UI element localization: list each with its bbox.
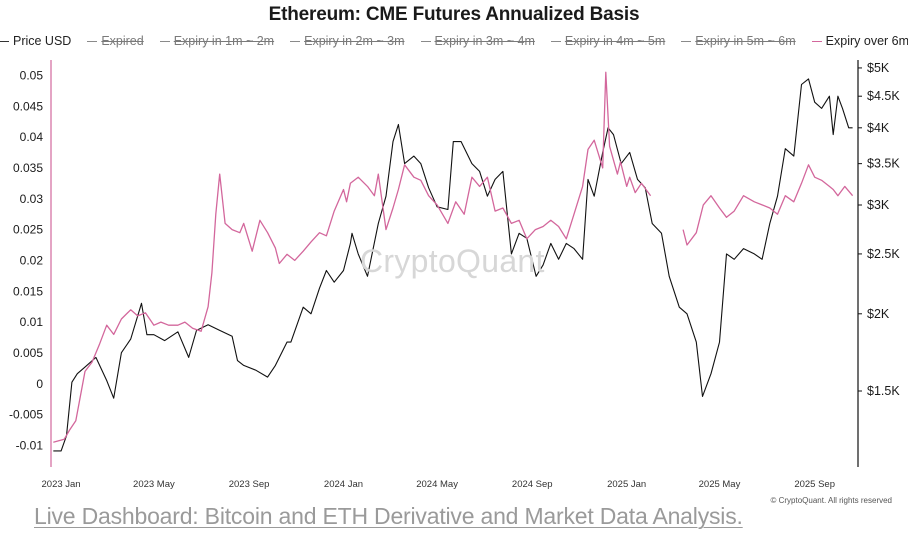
legend-item[interactable]: Expiry in 2m ~ 3m [290, 33, 405, 49]
legend-label: Price USD [12, 34, 72, 48]
legend-swatch [0, 40, 9, 42]
legend-swatch [420, 40, 431, 42]
legend-item[interactable]: Expiry in 1m ~ 2m [159, 33, 275, 49]
left-tick-label: 0.045 [13, 99, 43, 113]
legend-item[interactable]: Expired [87, 33, 144, 49]
left-tick-label: -0.005 [9, 408, 43, 422]
legend-swatch [159, 40, 170, 42]
right-tick-label: $3.5K [867, 157, 900, 171]
right-tick-label: $2K [867, 307, 890, 321]
left-tick-label: 0 [36, 377, 43, 391]
chart-legend: Price USD Expired Expiry in 1m ~ 2m Expiry … [0, 33, 908, 49]
left-tick-label: 0.025 [13, 223, 43, 237]
x-tick-label: 2023 Sep [229, 479, 270, 490]
legend-label: Expiry in 4m ~ 5m [564, 34, 666, 48]
x-tick-label: 2025 May [699, 479, 741, 490]
right-tick-label: $4K [867, 121, 890, 135]
left-tick-label: 0.04 [20, 130, 44, 144]
right-tick-label: $3K [867, 198, 890, 212]
left-tick-label: 0.05 [20, 68, 44, 82]
legend-swatch [681, 40, 692, 42]
legend-label: Expiry over 6m [825, 34, 908, 48]
expiry-over-6m-line [682, 164, 854, 246]
legend-item[interactable]: Expiry in 5m ~ 6m [681, 33, 796, 49]
legend-label: Expired [101, 34, 144, 48]
left-tick-label: 0.01 [20, 315, 44, 329]
chart-title: Ethereum: CME Futures Annualized Basis [268, 4, 640, 25]
legend-swatch [290, 40, 301, 42]
legend-label: Expiry in 3m ~ 4m [434, 34, 535, 48]
x-tick-label: 2025 Jan [607, 479, 646, 490]
x-tick-label: 2023 May [133, 479, 175, 490]
legend-swatch [550, 40, 561, 42]
legend-item[interactable]: Expiry over 6m [811, 33, 908, 49]
x-tick-label: 2025 Sep [794, 479, 835, 490]
live-dashboard-link[interactable]: Live Dashboard: Bitcoin and ETH Derivati… [34, 503, 743, 529]
x-tick-label: 2023 Jan [42, 479, 81, 490]
legend-item[interactable]: Expiry in 4m ~ 5m [550, 33, 666, 49]
x-tick-label: 2024 Sep [512, 479, 553, 490]
expiry-over-6m-line [53, 71, 652, 443]
left-tick-label: -0.01 [16, 438, 44, 452]
right-tick-label: $4.5K [867, 89, 900, 103]
right-tick-label: $2.5K [867, 247, 900, 261]
left-tick-label: 0.035 [13, 161, 43, 175]
x-tick-label: 2024 May [416, 479, 458, 490]
legend-label: Expiry in 2m ~ 3m [304, 34, 405, 48]
right-tick-label: $5K [867, 61, 890, 75]
legend-swatch [87, 40, 98, 42]
left-tick-label: 0.005 [13, 346, 43, 360]
left-tick-label: 0.03 [20, 192, 44, 206]
legend-label: Expiry in 5m ~ 6m [695, 34, 796, 48]
watermark: CryptoQuant [360, 243, 545, 279]
copyright-text: © CryptoQuant. All rights reserved [770, 496, 893, 505]
x-tick-label: 2024 Jan [324, 479, 363, 490]
legend-label: Expiry in 1m ~ 2m [173, 34, 275, 48]
left-tick-label: 0.015 [13, 284, 43, 298]
price-usd-line [53, 78, 853, 452]
legend-item[interactable]: Price USD [0, 33, 71, 49]
left-tick-label: 0.02 [20, 253, 44, 267]
legend-swatch [811, 40, 822, 42]
legend-item[interactable]: Expiry in 3m ~ 4m [420, 33, 535, 49]
right-tick-label: $1.5K [867, 384, 900, 398]
